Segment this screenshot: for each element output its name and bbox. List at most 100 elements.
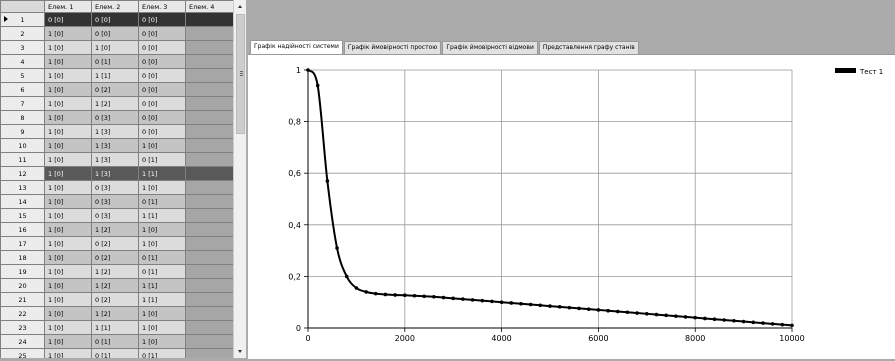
grid-cell-e1[interactable]: 1 [0] xyxy=(44,180,92,195)
grid-cell-e4[interactable] xyxy=(185,264,234,279)
row-header[interactable]: 22 xyxy=(0,306,45,321)
grid-cell-e3[interactable]: 1 [0] xyxy=(138,180,186,195)
grid-cell-e2[interactable]: 0 [2] xyxy=(91,292,139,307)
grid-cell-e2[interactable]: 0 [1] xyxy=(91,334,139,349)
row-header[interactable]: 11 xyxy=(0,152,45,167)
table-row[interactable]: 19 1 [0] 1 [2] 0 [1] xyxy=(0,264,234,279)
row-header[interactable]: 8 xyxy=(0,110,45,125)
grid-cell-e4[interactable] xyxy=(185,166,234,181)
column-header-elem-4[interactable]: Елем. 4 xyxy=(185,0,234,13)
row-header[interactable]: 20 xyxy=(0,278,45,293)
row-header[interactable]: 3 xyxy=(0,40,45,55)
row-header[interactable]: 15 xyxy=(0,208,45,223)
grid-cell-e1[interactable]: 1 [0] xyxy=(44,306,92,321)
grid-cell-e2[interactable]: 0 [0] xyxy=(91,12,139,27)
grid-cell-e1[interactable]: 0 [0] xyxy=(44,12,92,27)
grid-cell-e1[interactable]: 1 [0] xyxy=(44,194,92,209)
table-row[interactable]: 8 1 [0] 0 [3] 0 [0] xyxy=(0,110,234,125)
grid-cell-e2[interactable]: 0 [3] xyxy=(91,194,139,209)
row-header[interactable]: 5 xyxy=(0,68,45,83)
grid-cell-e3[interactable]: 0 [1] xyxy=(138,152,186,167)
grid-cell-e3[interactable]: 0 [0] xyxy=(138,54,186,69)
grid-cell-e3[interactable]: 1 [1] xyxy=(138,278,186,293)
grid-cell-e3[interactable]: 1 [0] xyxy=(138,320,186,335)
table-row[interactable]: 12 1 [0] 1 [3] 1 [1] xyxy=(0,166,234,181)
grid-cell-e2[interactable]: 0 [2] xyxy=(91,82,139,97)
grid-cell-e4[interactable] xyxy=(185,124,234,139)
row-header[interactable]: 12 xyxy=(0,166,45,181)
grid-cell-e2[interactable]: 1 [2] xyxy=(91,306,139,321)
table-row[interactable]: 24 1 [0] 0 [1] 1 [0] xyxy=(0,334,234,349)
row-header[interactable]: 21 xyxy=(0,292,45,307)
table-row[interactable]: 7 1 [0] 1 [2] 0 [0] xyxy=(0,96,234,111)
grid-cell-e3[interactable]: 0 [0] xyxy=(138,40,186,55)
table-row[interactable]: 17 1 [0] 0 [2] 1 [0] xyxy=(0,236,234,251)
scroll-thumb[interactable] xyxy=(236,14,245,134)
grid-cell-e2[interactable]: 0 [2] xyxy=(91,250,139,265)
row-header[interactable]: 13 xyxy=(0,180,45,195)
row-header[interactable]: 24 xyxy=(0,334,45,349)
grid-cell-e4[interactable] xyxy=(185,110,234,125)
grid-cell-e4[interactable] xyxy=(185,54,234,69)
grid-cell-e4[interactable] xyxy=(185,68,234,83)
row-header[interactable]: 25 xyxy=(0,348,45,358)
table-row[interactable]: 14 1 [0] 0 [3] 0 [1] xyxy=(0,194,234,209)
grid-cell-e4[interactable] xyxy=(185,152,234,167)
row-header[interactable]: 19 xyxy=(0,264,45,279)
grid-cell-e1[interactable]: 1 [0] xyxy=(44,250,92,265)
grid-cell-e2[interactable]: 0 [3] xyxy=(91,110,139,125)
table-row[interactable]: 25 1 [0] 0 [1] 0 [1] xyxy=(0,348,234,358)
grid-cell-e1[interactable]: 1 [0] xyxy=(44,264,92,279)
table-row[interactable]: 4 1 [0] 0 [1] 0 [0] xyxy=(0,54,234,69)
grid-cell-e3[interactable]: 1 [0] xyxy=(138,334,186,349)
table-row[interactable]: 13 1 [0] 0 [3] 1 [0] xyxy=(0,180,234,195)
grid-cell-e2[interactable]: 0 [1] xyxy=(91,348,139,358)
tab-1[interactable]: Графік надійності системи xyxy=(250,40,343,54)
grid-cell-e4[interactable] xyxy=(185,278,234,293)
grid-cell-e4[interactable] xyxy=(185,348,234,358)
grid-cell-e1[interactable]: 1 [0] xyxy=(44,222,92,237)
row-header[interactable]: 14 xyxy=(0,194,45,209)
grid-cell-e3[interactable]: 1 [0] xyxy=(138,236,186,251)
grid-cell-e4[interactable] xyxy=(185,96,234,111)
table-row[interactable]: 20 1 [0] 1 [2] 1 [1] xyxy=(0,278,234,293)
grid-cell-e1[interactable]: 1 [0] xyxy=(44,110,92,125)
grid-cell-e2[interactable]: 1 [2] xyxy=(91,96,139,111)
grid-cell-e1[interactable]: 1 [0] xyxy=(44,82,92,97)
row-header[interactable]: 18 xyxy=(0,250,45,265)
grid-vertical-scrollbar[interactable] xyxy=(233,0,246,358)
table-row[interactable]: 11 1 [0] 1 [3] 0 [1] xyxy=(0,152,234,167)
grid-cell-e1[interactable]: 1 [0] xyxy=(44,138,92,153)
table-row[interactable]: 6 1 [0] 0 [2] 0 [0] xyxy=(0,82,234,97)
grid-cell-e3[interactable]: 0 [0] xyxy=(138,110,186,125)
grid-cell-e2[interactable]: 1 [0] xyxy=(91,40,139,55)
grid-cell-e3[interactable]: 1 [0] xyxy=(138,222,186,237)
scroll-down-button[interactable] xyxy=(234,345,246,358)
grid-cell-e4[interactable] xyxy=(185,236,234,251)
grid-cell-e1[interactable]: 1 [0] xyxy=(44,166,92,181)
grid-cell-e4[interactable] xyxy=(185,138,234,153)
grid-cell-e3[interactable]: 1 [1] xyxy=(138,166,186,181)
grid-cell-e3[interactable]: 0 [0] xyxy=(138,68,186,83)
grid-cell-e2[interactable]: 1 [1] xyxy=(91,320,139,335)
column-header-elem-3[interactable]: Елем. 3 xyxy=(138,0,186,13)
grid-cell-e4[interactable] xyxy=(185,306,234,321)
grid-cell-e4[interactable] xyxy=(185,222,234,237)
grid-cell-e4[interactable] xyxy=(185,40,234,55)
row-header[interactable]: 4 xyxy=(0,54,45,69)
grid-cell-e2[interactable]: 1 [3] xyxy=(91,152,139,167)
grid-cell-e4[interactable] xyxy=(185,320,234,335)
grid-cell-e1[interactable]: 1 [0] xyxy=(44,152,92,167)
grid-cell-e3[interactable]: 0 [0] xyxy=(138,96,186,111)
grid-cell-e1[interactable]: 1 [0] xyxy=(44,124,92,139)
grid-cell-e4[interactable] xyxy=(185,292,234,307)
grid-cell-e3[interactable]: 1 [0] xyxy=(138,306,186,321)
row-header[interactable]: 16 xyxy=(0,222,45,237)
row-header[interactable]: 23 xyxy=(0,320,45,335)
table-row[interactable]: 9 1 [0] 1 [3] 0 [0] xyxy=(0,124,234,139)
grid-cell-e1[interactable]: 1 [0] xyxy=(44,208,92,223)
grid-cell-e2[interactable]: 1 [2] xyxy=(91,222,139,237)
row-header[interactable]: 2 xyxy=(0,26,45,41)
